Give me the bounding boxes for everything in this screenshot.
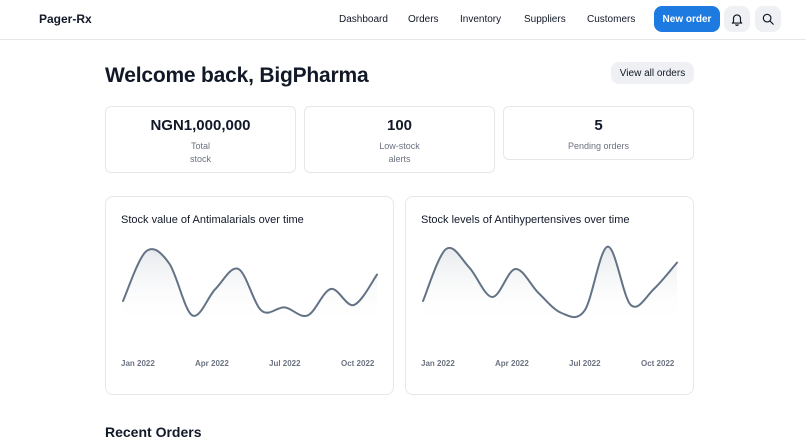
chart-area-fill <box>423 246 677 325</box>
search-icon <box>762 13 774 25</box>
chart-card-antimalarials: Stock value of Antimalarials over time J… <box>105 196 394 395</box>
stat-value: 100 <box>386 117 413 134</box>
nav-orders[interactable]: Orders <box>408 14 439 25</box>
view-all-orders-button[interactable]: View all orders <box>611 62 694 84</box>
nav-dashboard[interactable]: Dashboard <box>339 14 388 25</box>
antihypertensives-line-chart <box>422 245 678 325</box>
nav-inventory[interactable]: Inventory <box>460 14 502 25</box>
stat-label: Total stock <box>189 141 211 164</box>
stat-card-total-stock: NGN1,000,000 Total stock <box>105 106 296 173</box>
x-tick-label: Jan 2022 <box>421 359 455 368</box>
x-tick-label: Apr 2022 <box>495 359 529 368</box>
chart-series-line <box>422 245 678 319</box>
x-tick-label: Jul 2022 <box>569 359 601 368</box>
search-button[interactable] <box>755 6 781 32</box>
nav-suppliers[interactable]: Suppliers <box>524 14 566 25</box>
recent-orders-title: Recent Orders <box>105 424 202 440</box>
chart-area-fill <box>123 249 377 325</box>
stat-value: NGN1,000,000 <box>150 117 251 134</box>
x-tick-label: Oct 2022 <box>641 359 675 368</box>
x-tick-label: Apr 2022 <box>195 359 229 368</box>
chart-series-line <box>122 248 378 317</box>
stat-card-pending-orders: 5 Pending orders <box>503 106 694 160</box>
notifications-button[interactable] <box>724 6 750 32</box>
stat-card-low-stock-alerts: 100 Low-stock alerts <box>304 106 495 173</box>
stat-value: 5 <box>594 117 603 134</box>
brand-logo[interactable]: Pager-Rx <box>39 12 92 26</box>
stat-label: Low-stock alerts <box>379 141 420 164</box>
new-order-button[interactable]: New order <box>654 6 720 32</box>
bell-icon <box>731 14 743 26</box>
x-tick-label: Jul 2022 <box>269 359 301 368</box>
chart-title: Stock value of Antimalarials over time <box>121 214 304 226</box>
stat-label: Pending orders <box>567 141 630 151</box>
x-tick-label: Oct 2022 <box>341 359 375 368</box>
nav-customers[interactable]: Customers <box>587 14 636 25</box>
x-tick-label: Jan 2022 <box>121 359 155 368</box>
chart-title: Stock levels of Antihypertensives over t… <box>421 214 630 226</box>
top-nav-bar: Pager-Rx Dashboard Orders Inventory Supp… <box>0 0 806 40</box>
chart-card-antihypertensives: Stock levels of Antihypertensives over t… <box>405 196 694 395</box>
antimalarials-line-chart <box>122 248 378 325</box>
page-title: Welcome back, BigPharma <box>105 64 369 87</box>
